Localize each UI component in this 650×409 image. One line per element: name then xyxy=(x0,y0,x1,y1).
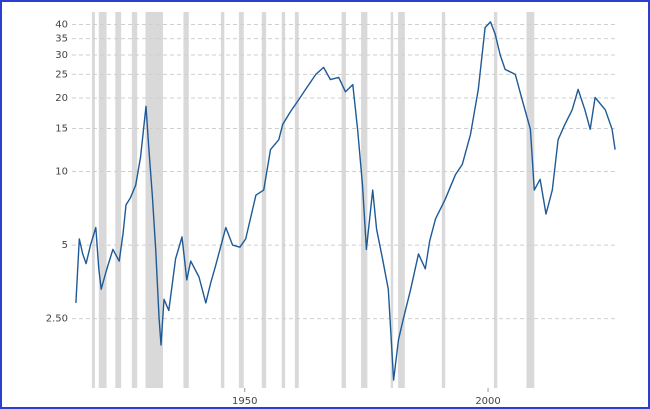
x-tick-label: 2000 xyxy=(475,396,500,407)
y-tick-label: 5 xyxy=(62,240,68,251)
y-tick-label: 20 xyxy=(55,93,68,104)
y-tick-label: 10 xyxy=(55,167,68,178)
recession-band xyxy=(98,12,107,388)
recession-band xyxy=(398,12,405,388)
recession-band xyxy=(341,12,346,388)
recession-band xyxy=(390,12,394,388)
recession-band xyxy=(115,12,122,388)
recession-band xyxy=(294,12,299,388)
y-tick-label: 2.50 xyxy=(46,314,68,325)
recession-band xyxy=(183,12,189,388)
recession-band xyxy=(145,12,163,388)
recession-band xyxy=(493,12,498,388)
recession-band xyxy=(441,12,446,388)
y-tick-label: 40 xyxy=(55,19,68,30)
recession-band xyxy=(220,12,225,388)
recession-band xyxy=(238,12,244,388)
recession-band xyxy=(526,12,535,388)
recession-band xyxy=(131,12,138,388)
data-line xyxy=(75,21,616,381)
y-tick-label: 25 xyxy=(55,69,68,80)
y-tick-label: 35 xyxy=(55,34,68,45)
y-tick-label: 15 xyxy=(55,124,68,135)
recession-band xyxy=(361,12,368,388)
recession-band xyxy=(261,12,267,388)
recession-band xyxy=(91,12,95,388)
y-tick-label: 30 xyxy=(55,50,68,61)
x-tick-label: 1950 xyxy=(232,396,257,407)
recession-band xyxy=(281,12,286,388)
